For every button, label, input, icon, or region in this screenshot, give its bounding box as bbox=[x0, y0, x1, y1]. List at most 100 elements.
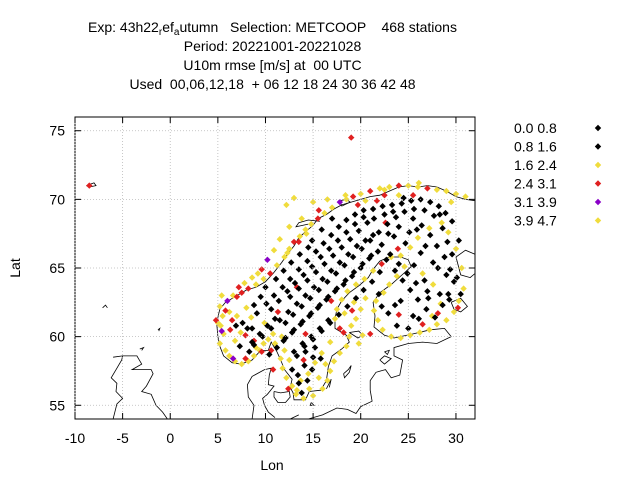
station-point bbox=[369, 231, 377, 239]
station-point bbox=[348, 134, 355, 141]
station-point bbox=[283, 374, 290, 381]
station-point bbox=[226, 352, 233, 360]
station-point bbox=[302, 226, 309, 233]
station-point bbox=[246, 348, 253, 355]
station-point bbox=[280, 267, 287, 274]
station-point bbox=[285, 308, 292, 316]
station-point bbox=[231, 337, 239, 344]
station-point bbox=[443, 187, 450, 195]
station-point bbox=[336, 198, 343, 206]
station-point bbox=[413, 226, 421, 233]
station-point bbox=[328, 204, 336, 211]
chart-title-used: Used 00,06,12,18 + 06 12 18 24 30 36 42 … bbox=[129, 76, 416, 92]
station-point bbox=[388, 333, 395, 340]
station-point bbox=[290, 326, 298, 333]
station-point bbox=[328, 267, 335, 274]
coastline-segment bbox=[308, 336, 452, 420]
station-point bbox=[430, 212, 438, 219]
station-point bbox=[378, 260, 385, 268]
legend-marker bbox=[594, 198, 602, 206]
station-point bbox=[441, 253, 448, 261]
station-point bbox=[293, 352, 301, 360]
station-point bbox=[443, 317, 450, 324]
station-point bbox=[279, 284, 286, 291]
station-point bbox=[458, 264, 465, 272]
station-point bbox=[328, 297, 335, 305]
station-point bbox=[333, 306, 341, 313]
station-point bbox=[288, 366, 296, 373]
station-point bbox=[381, 192, 388, 199]
y-tick-label: 55 bbox=[49, 397, 65, 413]
station-point bbox=[447, 266, 454, 273]
station-point bbox=[227, 326, 234, 333]
station-point bbox=[274, 308, 282, 316]
title-subscript-2: a bbox=[173, 27, 180, 38]
station-point bbox=[352, 281, 360, 288]
legend-marker bbox=[594, 180, 602, 187]
station-point bbox=[401, 263, 408, 270]
station-point bbox=[376, 185, 383, 192]
station-point bbox=[372, 297, 380, 305]
station-point bbox=[327, 319, 334, 327]
station-point bbox=[296, 233, 303, 240]
station-point bbox=[317, 355, 324, 362]
coastline-segment bbox=[157, 327, 161, 332]
legend: 0.0 0.8 0.8 1.6 1.6 2.4 2.4 3.1 3.1 3.9 3.9 4… bbox=[514, 120, 602, 229]
station-point bbox=[300, 356, 307, 364]
station-point bbox=[409, 192, 417, 199]
station-point bbox=[348, 307, 356, 314]
station-point bbox=[340, 329, 347, 336]
station-point bbox=[250, 301, 258, 309]
station-point bbox=[405, 325, 412, 332]
station-point bbox=[298, 303, 305, 310]
station-point bbox=[300, 395, 307, 402]
station-point bbox=[353, 242, 361, 250]
station-point bbox=[327, 367, 334, 375]
station-point bbox=[450, 308, 458, 316]
station-point bbox=[453, 274, 461, 281]
station-point bbox=[224, 297, 231, 305]
station-point bbox=[284, 288, 291, 295]
legend-marker bbox=[594, 143, 602, 150]
station-point bbox=[298, 215, 305, 222]
station-point bbox=[421, 277, 428, 284]
legend-marker bbox=[594, 217, 602, 224]
station-point bbox=[282, 334, 289, 342]
station-point bbox=[374, 248, 382, 255]
coastline-segment bbox=[295, 219, 320, 228]
station-point bbox=[282, 319, 289, 327]
station-point bbox=[316, 301, 323, 309]
station-point bbox=[258, 266, 265, 273]
station-point bbox=[219, 312, 226, 320]
station-point bbox=[414, 183, 422, 191]
station-point bbox=[254, 270, 262, 277]
station-point bbox=[267, 270, 274, 277]
station-point bbox=[348, 322, 355, 329]
station-point bbox=[367, 237, 374, 244]
station-point bbox=[391, 301, 399, 309]
station-point bbox=[232, 322, 240, 329]
station-point bbox=[281, 347, 288, 354]
station-point bbox=[241, 279, 248, 287]
station-point bbox=[374, 317, 382, 324]
station-point bbox=[239, 319, 246, 327]
station-point bbox=[301, 362, 308, 369]
station-point bbox=[294, 371, 302, 379]
station-point bbox=[410, 262, 418, 269]
station-point bbox=[384, 220, 391, 228]
station-point bbox=[265, 336, 272, 343]
station-point bbox=[244, 325, 251, 332]
y-tick-label: 75 bbox=[49, 123, 65, 139]
x-tick-label: 15 bbox=[305, 430, 321, 446]
station-point bbox=[288, 259, 295, 266]
station-point bbox=[346, 333, 353, 340]
station-point bbox=[436, 290, 443, 298]
station-point bbox=[375, 290, 382, 298]
station-point bbox=[248, 274, 256, 281]
station-point bbox=[285, 385, 292, 392]
station-point bbox=[315, 374, 322, 381]
station-point bbox=[243, 304, 250, 311]
station-point bbox=[260, 275, 267, 283]
station-point bbox=[271, 315, 279, 322]
station-point bbox=[312, 268, 320, 276]
